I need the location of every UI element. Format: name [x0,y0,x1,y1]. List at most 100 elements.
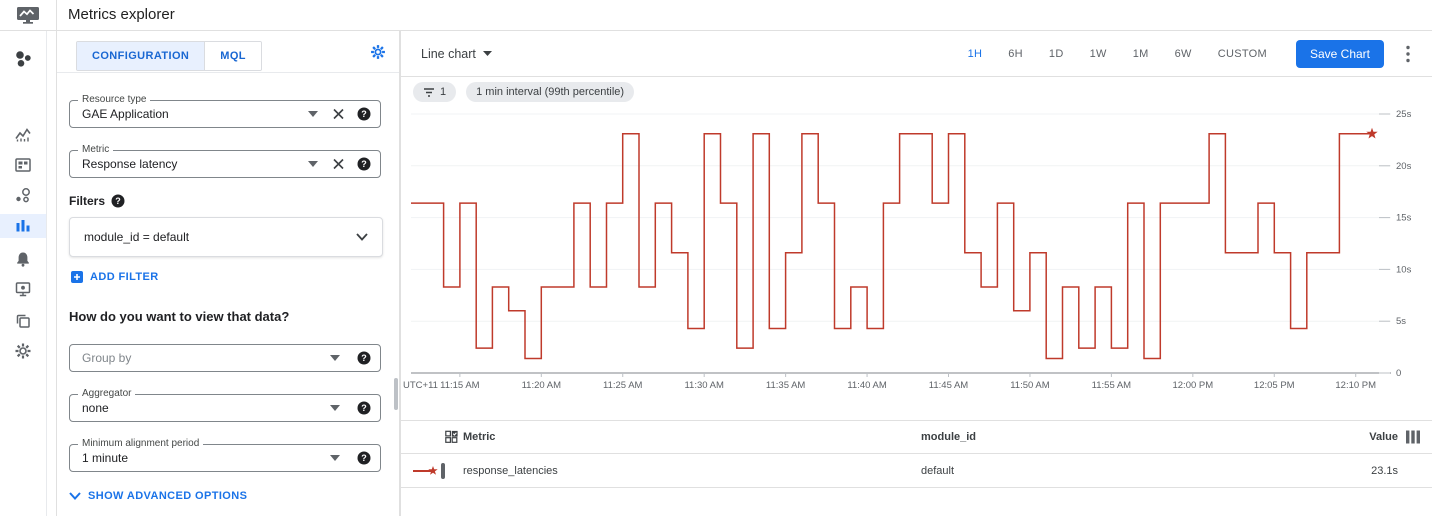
add-filter-label: ADD FILTER [90,271,159,283]
dropdown-caret-icon[interactable] [308,161,318,167]
svg-text:11:50 AM: 11:50 AM [1010,380,1050,391]
metrics-explorer-icon [14,217,32,235]
chart-settings-gear-button[interactable] [370,44,386,60]
activity-overview-icon [13,49,33,69]
svg-text:11:45 AM: 11:45 AM [929,380,969,391]
select-all-grid-icon[interactable] [445,430,458,444]
range-1w[interactable]: 1W [1089,47,1107,60]
monitoring-chart-icon [14,126,32,144]
sidebar-item-alerting[interactable] [0,247,46,271]
filter-chip-module-id[interactable]: module_id = default [69,217,383,257]
alerting-bell-icon [14,250,32,268]
svg-text:?: ? [361,403,367,413]
chevron-down-icon[interactable] [356,233,368,241]
dropdown-caret-icon [482,51,492,56]
cloud-monitoring-logo[interactable] [0,0,57,30]
aggregator-field[interactable]: Aggregator none ? [69,388,381,422]
range-custom[interactable]: CUSTOM [1217,47,1267,60]
sidebar-item-overview[interactable] [0,47,46,71]
page-title: Metrics explorer [68,6,175,23]
metric-field[interactable]: Metric Response latency ? [69,144,381,178]
dropdown-caret-icon[interactable] [330,355,340,361]
group-by-field[interactable]: Group by ? [69,344,381,372]
cell-metric: response_latencies [463,464,558,477]
range-1h[interactable]: 1H [967,47,983,60]
chart-panel: Line chart 1H 6H 1D 1W 1M 6W CUSTOM Save… [400,31,1432,516]
range-1m[interactable]: 1M [1132,47,1149,60]
show-advanced-label: SHOW ADVANCED OPTIONS [88,490,248,502]
range-6w[interactable]: 6W [1174,47,1192,60]
table-row-response-latencies[interactable]: response_latencies default 23.1s [401,454,1432,488]
sidebar-item-groups[interactable] [0,309,46,333]
filter-value: module_id = default [84,230,190,244]
help-icon[interactable]: ? [357,451,371,465]
add-filter-button[interactable]: ADD FILTER [71,271,159,283]
config-panel: CONFIGURATION MQL Resource type GAE Appl… [56,31,400,516]
series-legend-icon [413,464,439,477]
resource-type-field[interactable]: Resource type GAE Application ? [69,94,381,128]
filters-label: Filters [69,194,106,208]
alignment-period-field[interactable]: Minimum alignment period 1 minute ? [69,438,381,472]
chevron-down-icon [69,492,81,500]
header-value[interactable]: Value [1369,431,1398,443]
svg-text:12:10 PM: 12:10 PM [1335,380,1376,391]
clear-icon[interactable] [333,108,344,120]
aggregator-label: Aggregator [78,388,136,399]
add-plus-icon [71,271,83,283]
svg-text:?: ? [115,196,121,206]
more-options-kebab-icon[interactable] [1400,44,1416,64]
top-bar: Metrics explorer [0,0,1432,31]
help-icon[interactable]: ? [357,351,371,365]
svg-text:?: ? [361,109,367,119]
svg-text:20s: 20s [1396,161,1412,172]
svg-text:25s: 25s [1396,109,1412,120]
svg-text:UTC+11: UTC+11 [403,380,438,391]
range-6h[interactable]: 6H [1008,47,1023,60]
tab-configuration[interactable]: CONFIGURATION [77,42,205,70]
monitoring-monitor-icon [16,5,40,26]
header-metric[interactable]: Metric [463,431,496,443]
svg-text:?: ? [361,353,367,363]
dropdown-caret-icon[interactable] [330,405,340,411]
sidebar-item-services[interactable] [0,183,46,207]
svg-text:12:05 PM: 12:05 PM [1254,380,1295,391]
help-icon[interactable]: ? [111,194,125,208]
svg-text:11:15 AM: 11:15 AM [440,380,480,391]
svg-text:12:00 PM: 12:00 PM [1172,380,1213,391]
tab-mql[interactable]: MQL [204,42,261,70]
groups-icon [14,312,32,330]
row-checkbox[interactable] [441,462,445,479]
sidebar-item-metrics-explorer[interactable] [0,214,46,238]
sidebar-item-uptime-checks[interactable] [0,277,46,301]
interval-chip[interactable]: 1 min interval (99th percentile) [466,82,635,102]
header-module-id[interactable]: module_id [921,431,977,443]
sidebar-item-settings[interactable] [0,339,46,363]
svg-text:11:40 AM: 11:40 AM [847,380,887,391]
uptime-checks-icon [14,280,32,298]
help-icon[interactable]: ? [357,401,371,415]
resource-type-label: Resource type [78,94,151,105]
clear-icon[interactable] [333,158,344,170]
svg-text:11:55 AM: 11:55 AM [1092,380,1132,391]
chart-type-selector[interactable]: Line chart [421,47,492,61]
help-icon[interactable]: ? [357,107,371,121]
show-advanced-options-button[interactable]: SHOW ADVANCED OPTIONS [69,490,247,502]
view-data-question: How do you want to view that data? [69,309,290,324]
dropdown-caret-icon[interactable] [308,111,318,117]
config-tabs: CONFIGURATION MQL [76,41,262,71]
svg-text:?: ? [361,453,367,463]
dropdown-caret-icon[interactable] [330,455,340,461]
svg-text:0: 0 [1396,368,1401,379]
range-1d[interactable]: 1D [1048,47,1064,60]
save-chart-button[interactable]: Save Chart [1295,39,1384,68]
column-display-icon[interactable] [1406,430,1420,444]
svg-text:11:20 AM: 11:20 AM [522,380,562,391]
help-icon[interactable]: ? [357,157,371,171]
latency-line-chart[interactable]: 25s 20s 15s 10s 5s 0 UTC+11 11:15 AM 11:20 AM 11:… [401,95,1432,395]
cell-module-id: default [921,464,955,477]
sidebar-item-monitoring-chart[interactable] [0,123,46,147]
filter-count-chip[interactable]: 1 [413,82,457,102]
sidebar-item-dashboards[interactable] [0,153,46,177]
config-scrollbar-thumb[interactable] [394,378,398,410]
